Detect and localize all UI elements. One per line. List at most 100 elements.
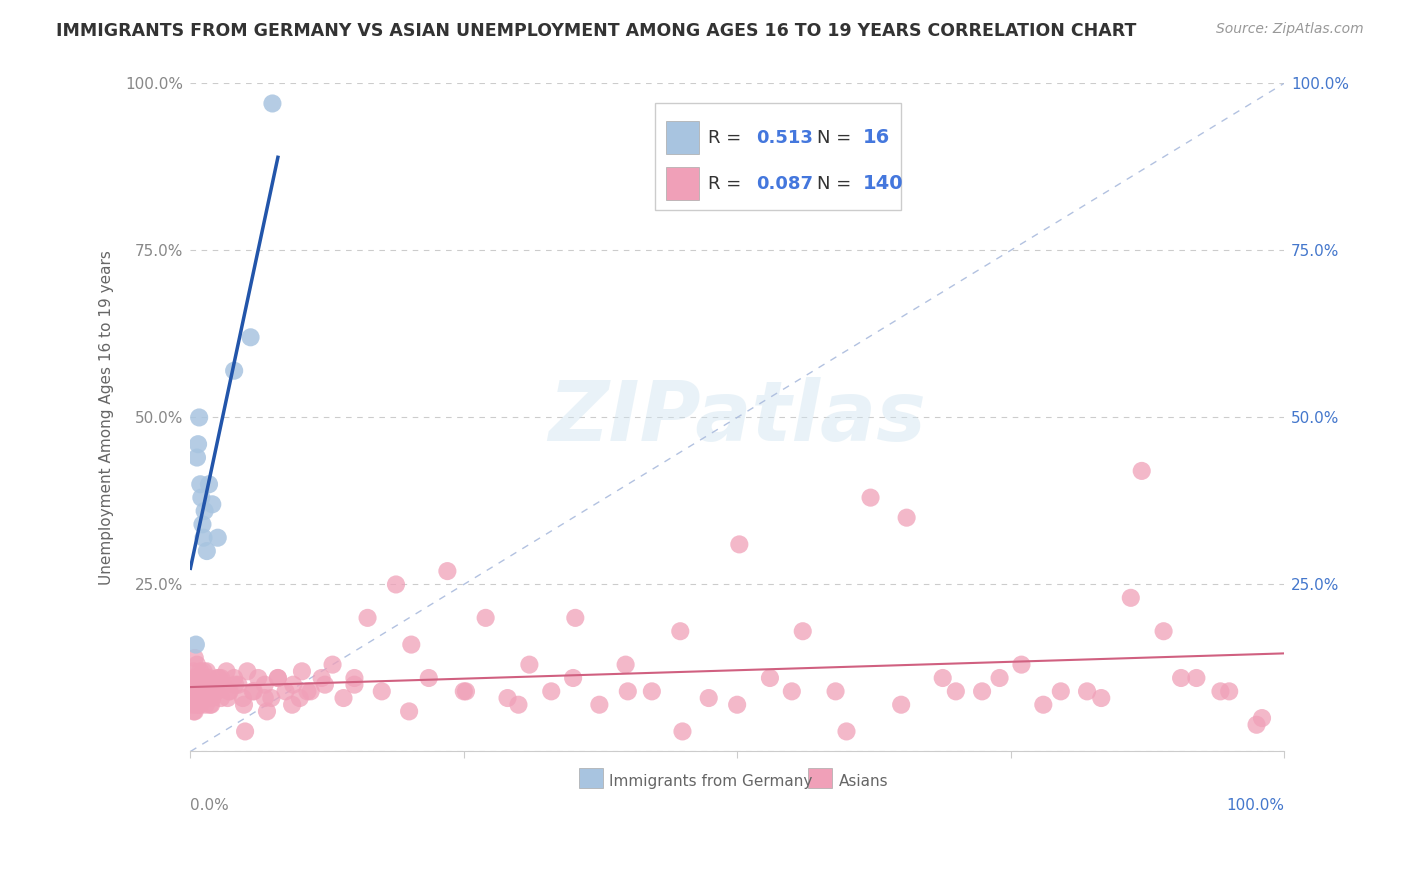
Point xyxy=(1076,684,1098,698)
Point xyxy=(184,698,207,712)
Point xyxy=(224,364,246,378)
Point xyxy=(314,678,336,692)
Point xyxy=(385,577,408,591)
Point xyxy=(697,691,720,706)
FancyBboxPatch shape xyxy=(579,768,603,789)
Point xyxy=(188,665,211,679)
Point xyxy=(343,678,366,692)
Point xyxy=(218,684,240,698)
Point xyxy=(988,671,1011,685)
Point xyxy=(759,671,782,685)
Point xyxy=(1209,684,1232,698)
Point xyxy=(198,477,221,491)
Point xyxy=(209,671,232,685)
Point xyxy=(233,724,256,739)
Point xyxy=(187,691,209,706)
Point xyxy=(562,671,585,685)
Point xyxy=(1246,718,1268,732)
Point xyxy=(792,624,814,639)
Point xyxy=(453,684,475,698)
Point xyxy=(184,651,207,665)
Point xyxy=(281,698,304,712)
Point xyxy=(190,678,212,692)
Point xyxy=(193,531,215,545)
Point xyxy=(195,544,218,558)
FancyBboxPatch shape xyxy=(666,167,699,201)
Point xyxy=(207,531,229,545)
Point xyxy=(187,437,209,451)
Point xyxy=(256,705,278,719)
Point xyxy=(564,611,586,625)
Point xyxy=(186,671,208,685)
Point xyxy=(215,665,238,679)
Point xyxy=(197,678,219,692)
Point xyxy=(188,410,211,425)
Point xyxy=(260,691,283,706)
Point xyxy=(890,698,912,712)
Point xyxy=(267,671,290,685)
Point xyxy=(398,705,420,719)
Point xyxy=(1218,684,1240,698)
Point xyxy=(181,678,204,692)
Point xyxy=(239,330,262,344)
Point xyxy=(224,671,246,685)
Point xyxy=(401,638,423,652)
Point xyxy=(183,684,205,698)
Point xyxy=(184,691,207,706)
Point xyxy=(204,684,226,698)
Text: Source: ZipAtlas.com: Source: ZipAtlas.com xyxy=(1216,22,1364,37)
Text: Asians: Asians xyxy=(839,774,889,789)
Point xyxy=(201,691,224,706)
Text: 140: 140 xyxy=(863,174,904,194)
Point xyxy=(297,684,319,698)
Point xyxy=(728,537,751,551)
Point xyxy=(588,698,610,712)
Text: 0.513: 0.513 xyxy=(756,128,813,146)
Point xyxy=(233,698,256,712)
Point xyxy=(194,678,217,692)
Point xyxy=(191,671,214,685)
Point xyxy=(332,691,354,706)
Point xyxy=(188,678,211,692)
Point xyxy=(243,684,266,698)
Point xyxy=(200,698,222,712)
Text: R =: R = xyxy=(707,175,747,193)
Point xyxy=(188,698,211,712)
Point xyxy=(209,691,232,706)
Point xyxy=(540,684,562,698)
Text: IMMIGRANTS FROM GERMANY VS ASIAN UNEMPLOYMENT AMONG AGES 16 TO 19 YEARS CORRELAT: IMMIGRANTS FROM GERMANY VS ASIAN UNEMPLO… xyxy=(56,22,1136,40)
Point xyxy=(187,691,209,706)
Point xyxy=(200,678,222,692)
Point xyxy=(228,678,250,692)
Point xyxy=(180,678,202,692)
Point xyxy=(188,684,211,698)
Point xyxy=(671,724,693,739)
Point xyxy=(186,450,208,465)
Point xyxy=(204,678,226,692)
Point xyxy=(195,665,218,679)
Point xyxy=(236,665,259,679)
Point xyxy=(208,671,231,685)
Point xyxy=(343,671,366,685)
Point xyxy=(232,691,254,706)
Point xyxy=(181,691,204,706)
Point xyxy=(454,684,477,698)
Point xyxy=(193,684,215,698)
Point xyxy=(188,698,211,712)
Point xyxy=(859,491,882,505)
Point xyxy=(931,671,953,685)
Point xyxy=(1119,591,1142,605)
Point xyxy=(418,671,440,685)
Point xyxy=(224,678,246,692)
Text: 0.0%: 0.0% xyxy=(190,798,229,814)
Point xyxy=(970,684,993,698)
Point xyxy=(194,691,217,706)
Point xyxy=(617,684,640,698)
Point xyxy=(267,671,290,685)
Text: 100.0%: 100.0% xyxy=(1226,798,1284,814)
Point xyxy=(641,684,664,698)
Point xyxy=(190,491,212,505)
Point xyxy=(1130,464,1153,478)
Text: R =: R = xyxy=(707,128,747,146)
Point xyxy=(183,705,205,719)
